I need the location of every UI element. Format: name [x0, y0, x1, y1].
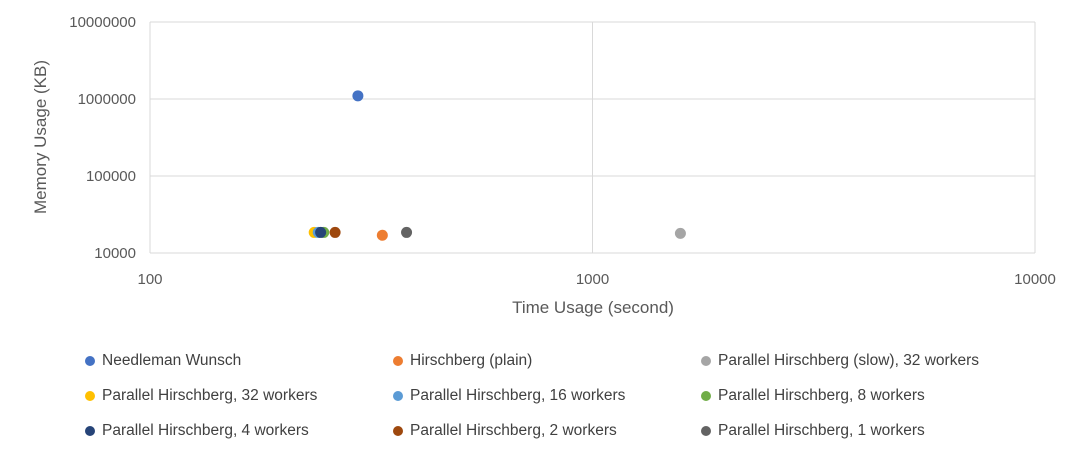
x-tick-label: 100	[137, 271, 162, 288]
legend-item: Parallel Hirschberg, 4 workers	[85, 420, 393, 441]
data-points	[308, 90, 686, 241]
legend-label: Parallel Hirschberg, 32 workers	[102, 386, 318, 404]
y-tick-label: 10000	[94, 245, 136, 262]
legend-marker	[85, 355, 95, 366]
legend-label: Parallel Hirschberg, 8 workers	[718, 386, 925, 404]
legend: Needleman Wunsch Hirschberg (plain) Parall…	[85, 350, 1045, 441]
legend-label: Parallel Hirschberg, 1 workers	[718, 421, 925, 439]
gridlines	[149, 21, 1036, 254]
legend-item: Parallel Hirschberg, 16 workers	[393, 385, 701, 406]
y-tick-label: 100000	[86, 168, 136, 185]
legend-marker	[393, 390, 403, 401]
legend-item: Needleman Wunsch	[85, 350, 393, 371]
legend-label: Parallel Hirschberg, 4 workers	[102, 421, 309, 439]
data-point	[352, 90, 364, 102]
legend-label: Hirschberg (plain)	[410, 351, 533, 369]
legend-item: Parallel Hirschberg, 8 workers	[701, 385, 1021, 406]
legend-marker	[85, 425, 95, 436]
legend-item: Parallel Hirschberg (slow), 32 workers	[701, 350, 1021, 371]
y-axis-title: Memory Usage (KB)	[31, 60, 50, 214]
data-point	[315, 226, 327, 238]
x-axis-title: Time Usage (second)	[512, 298, 674, 317]
legend-marker	[701, 390, 711, 401]
legend-label: Parallel Hirschberg, 16 workers	[410, 386, 626, 404]
data-point	[401, 226, 413, 238]
legend-item: Parallel Hirschberg, 2 workers	[393, 420, 701, 441]
legend-item: Hirschberg (plain)	[393, 350, 701, 371]
legend-marker	[701, 425, 711, 436]
y-tick-label: 1000000	[78, 91, 136, 108]
tick-labels: 10000 100000 1000000 10000000 100 1000 10000	[69, 14, 1056, 288]
legend-label: Needleman Wunsch	[102, 351, 242, 369]
legend-item: Parallel Hirschberg, 1 workers	[701, 420, 1021, 441]
legend-label: Parallel Hirschberg, 2 workers	[410, 421, 617, 439]
legend-item: Parallel Hirschberg, 32 workers	[85, 385, 393, 406]
x-tick-label: 1000	[576, 271, 609, 288]
x-tick-label: 10000	[1014, 271, 1056, 288]
y-tick-label: 10000000	[69, 14, 136, 31]
data-point	[376, 229, 388, 241]
legend-marker	[393, 355, 403, 366]
legend-marker	[393, 425, 403, 436]
scatter-plot: 10000 100000 1000000 10000000 100 1000 10000 T…	[31, 14, 1056, 317]
data-point	[329, 226, 341, 238]
data-point	[674, 227, 686, 239]
legend-marker	[85, 390, 95, 401]
legend-label: Parallel Hirschberg (slow), 32 workers	[718, 351, 979, 369]
legend-marker	[701, 355, 711, 366]
